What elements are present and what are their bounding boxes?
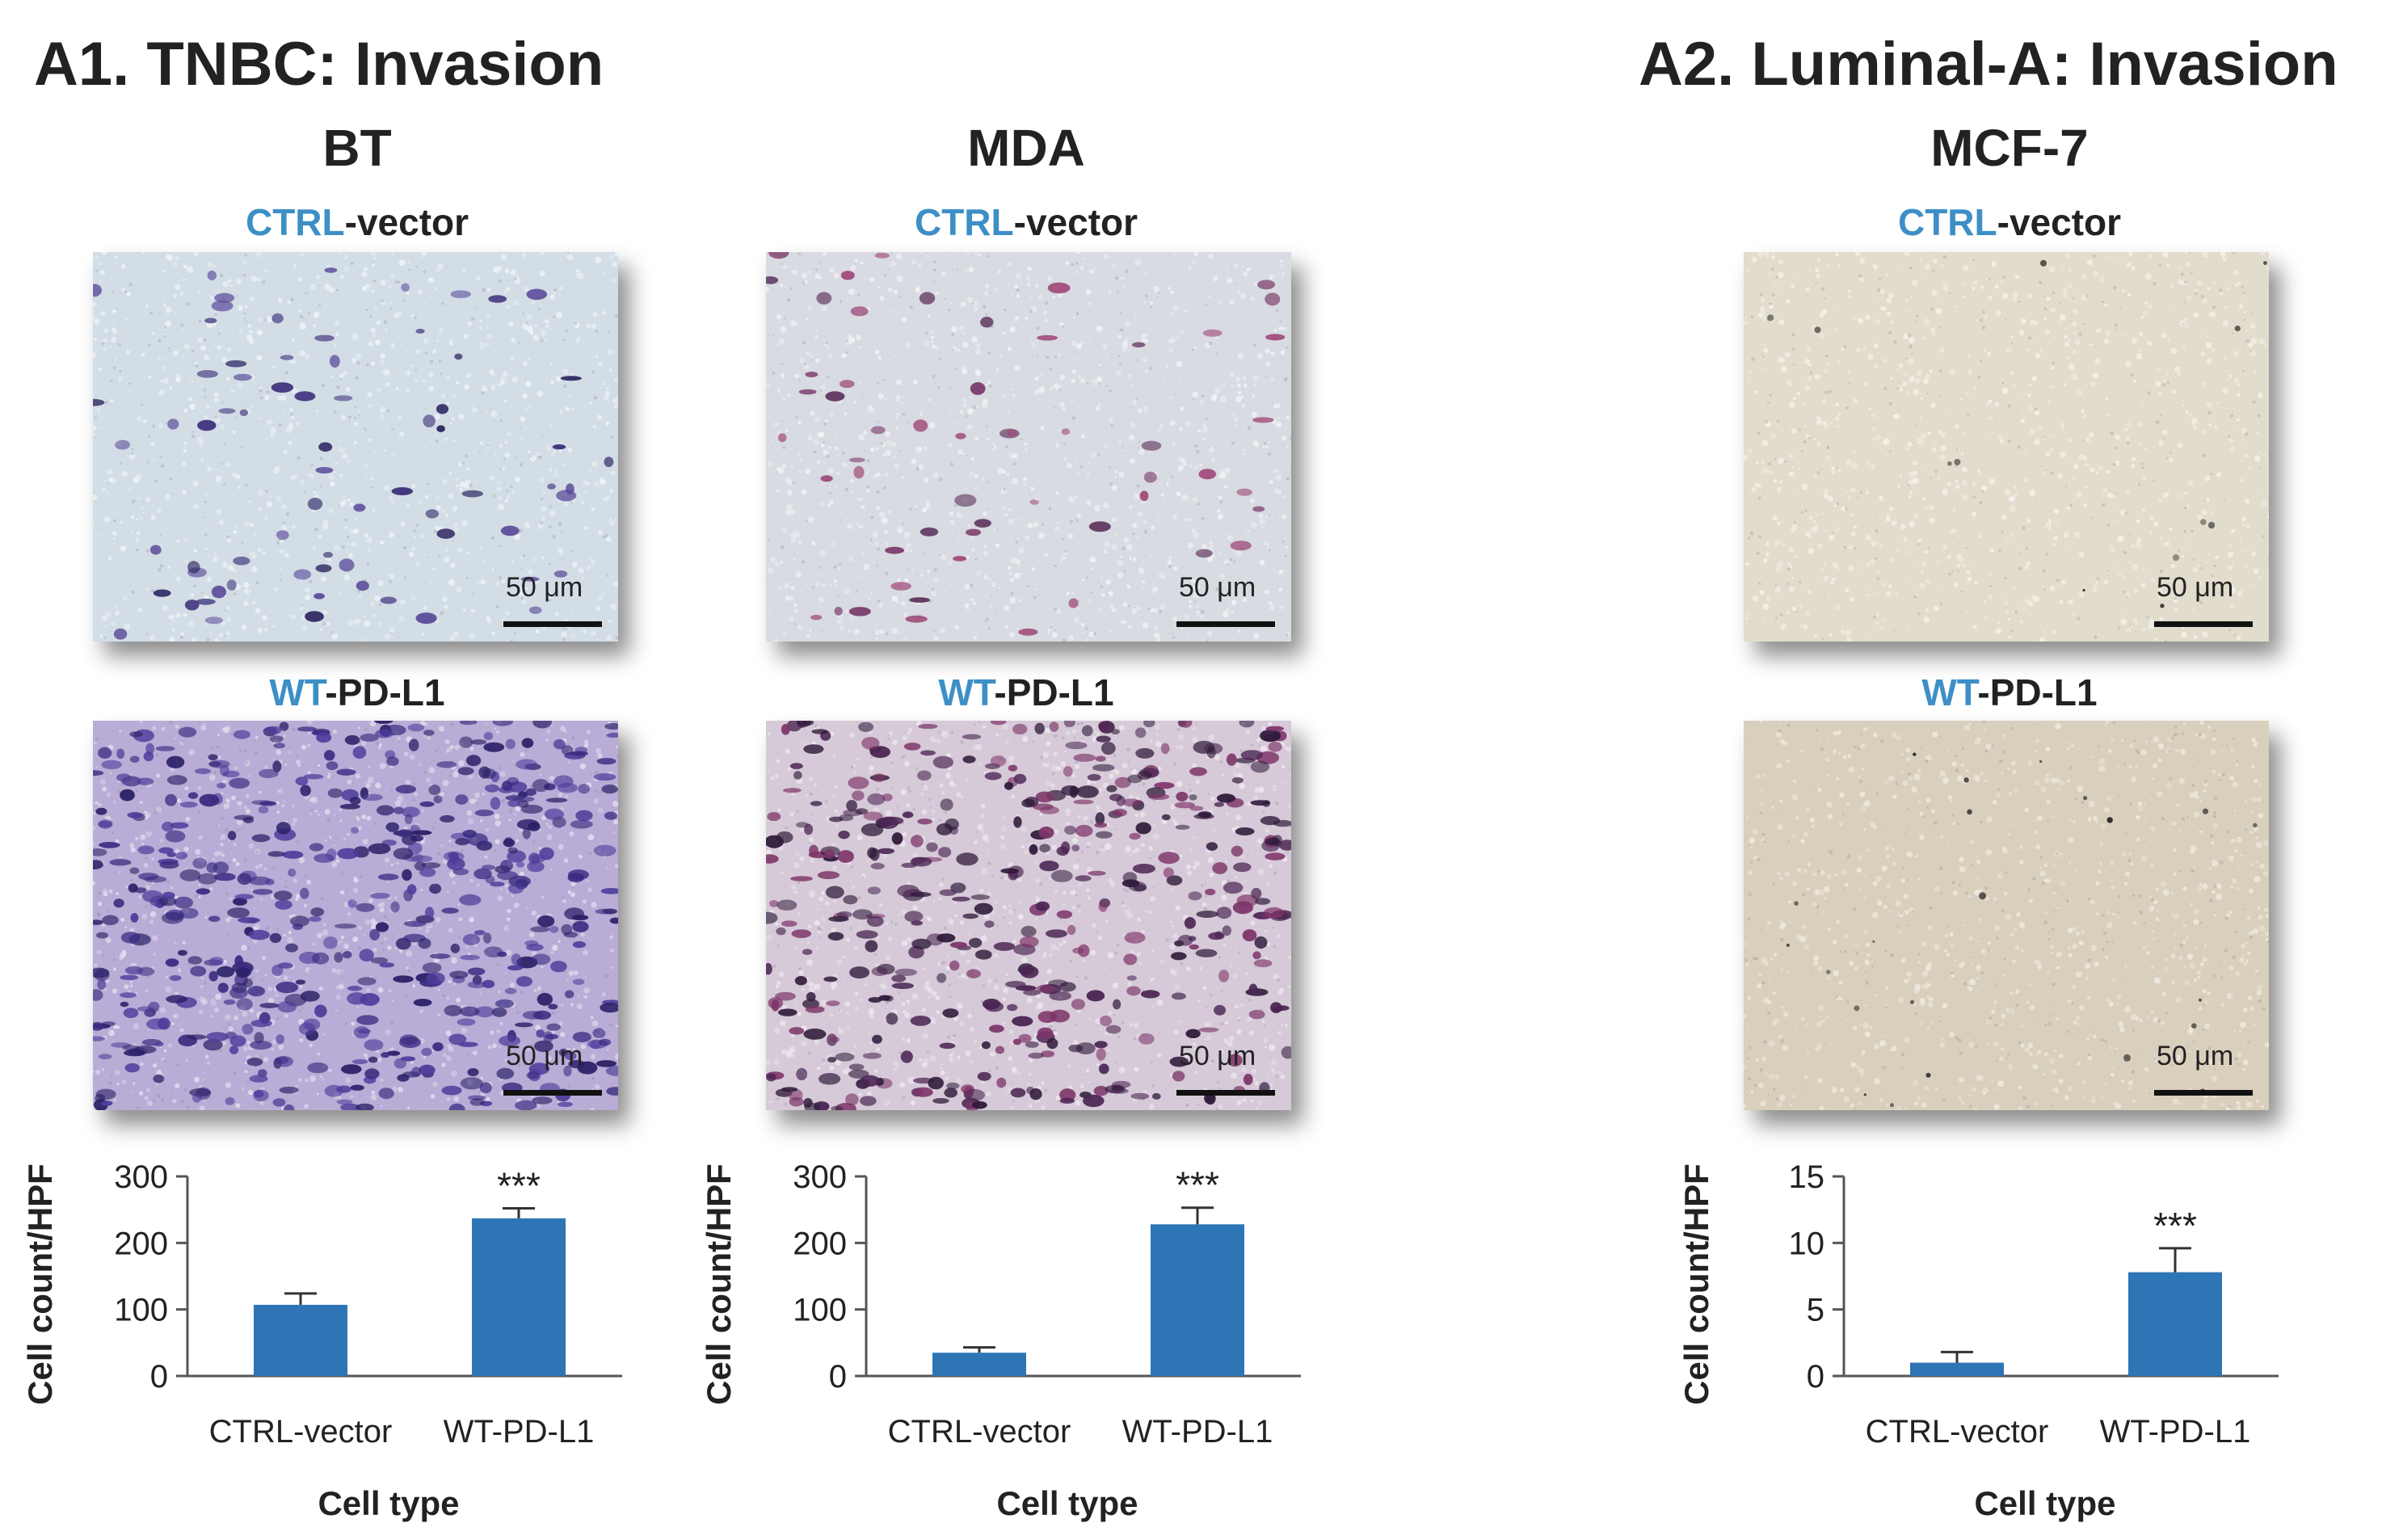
condition-label-mcf7-ctrl: CTRL-vector — [1727, 200, 2292, 244]
condition-rest: -PD-L1 — [1977, 671, 2098, 713]
condition-highlight: CTRL — [914, 201, 1014, 243]
condition-rest: -PD-L1 — [994, 671, 1114, 713]
category-label: WT-PD-L1 — [444, 1414, 595, 1450]
y-tick-label: 200 — [793, 1226, 847, 1261]
error-bar — [1181, 1206, 1214, 1225]
category-label: WT-PD-L1 — [2100, 1414, 2251, 1450]
y-tick-label: 0 — [1807, 1359, 1824, 1395]
bar-chart-bt: 0 100 200 300 CTRL-vector *** WT-PD-L1 Cell typ… — [21, 1159, 622, 1522]
scale-bar-label: 50 μm — [506, 1041, 583, 1071]
y-tick-label: 100 — [793, 1293, 847, 1328]
condition-highlight: CTRL — [245, 201, 345, 243]
y-tick-label: 100 — [114, 1293, 168, 1328]
error-bar — [2159, 1247, 2191, 1273]
y-tick-label: 300 — [793, 1159, 847, 1195]
y-tick-label: 0 — [150, 1359, 168, 1395]
scale-bar — [2154, 1090, 2253, 1096]
x-axis-label: Cell type — [1974, 1484, 2115, 1522]
significance-label: *** — [497, 1165, 541, 1207]
micrograph-mcf7-ctrl: 50 μm — [1744, 252, 2269, 642]
bar-chart-mda: 0 100 200 300 CTRL-vector *** WT-PD-L1 Cell typ… — [700, 1159, 1301, 1522]
error-bar — [284, 1292, 317, 1305]
bar — [2128, 1272, 2222, 1376]
category-label: WT-PD-L1 — [1122, 1414, 1273, 1450]
condition-rest: -vector — [1013, 201, 1138, 243]
bar — [472, 1218, 566, 1376]
y-tick-label: 15 — [1789, 1159, 1825, 1195]
micrograph-mda-wt: 50 μm — [766, 721, 1291, 1110]
scale-bar-label: 50 μm — [2157, 572, 2234, 603]
significance-label: *** — [1176, 1164, 1219, 1206]
condition-highlight: CTRL — [1897, 201, 1997, 243]
condition-rest: -vector — [1997, 201, 2122, 243]
scale-bar-label: 50 μm — [1179, 1041, 1256, 1071]
error-bar — [963, 1346, 995, 1353]
category-label: CTRL-vector — [209, 1414, 393, 1450]
cell-line-title-mcf7: MCF-7 — [1930, 119, 2089, 177]
scale-bar-label: 50 μm — [506, 572, 583, 603]
condition-highlight: WT — [269, 671, 326, 713]
y-tick-label: 5 — [1807, 1293, 1824, 1328]
significance-label: *** — [2153, 1205, 2197, 1247]
y-axis-label: Cell count/HPF — [21, 1163, 59, 1405]
scale-bar — [1176, 621, 1275, 627]
condition-label-bt-ctrl: CTRL-vector — [74, 200, 640, 244]
micrograph-mcf7-wt: 50 μm — [1744, 721, 2269, 1110]
cell-line-title-mda: MDA — [967, 119, 1085, 177]
micrograph-bt-ctrl: 50 μm — [93, 252, 618, 642]
scale-bar — [2154, 621, 2253, 627]
y-axis-label: Cell count/HPF — [700, 1163, 738, 1405]
bar — [1151, 1224, 1244, 1376]
bar — [254, 1304, 347, 1376]
error-bar — [503, 1207, 535, 1218]
condition-label-bt-wt: WT-PD-L1 — [74, 671, 640, 714]
condition-rest: -PD-L1 — [325, 671, 445, 713]
scale-bar — [1176, 1090, 1275, 1096]
condition-highlight: WT — [1921, 671, 1978, 713]
panel-title-a1: A1. TNBC: Invasion — [34, 30, 604, 99]
category-label: CTRL-vector — [1866, 1414, 2049, 1450]
scale-bar — [503, 621, 602, 627]
condition-highlight: WT — [938, 671, 995, 713]
bar — [1910, 1362, 2004, 1376]
micrograph-mda-ctrl: 50 μm — [766, 252, 1291, 642]
condition-label-mda-wt: WT-PD-L1 — [743, 671, 1309, 714]
micrograph-bt-wt: 50 μm — [93, 721, 618, 1110]
y-tick-label: 0 — [829, 1359, 847, 1395]
error-bar — [1941, 1350, 1973, 1363]
scale-bar — [503, 1090, 602, 1096]
condition-label-mcf7-wt: WT-PD-L1 — [1727, 671, 2292, 714]
y-tick-label: 10 — [1789, 1226, 1825, 1261]
y-tick-label: 300 — [114, 1159, 168, 1195]
scale-bar-label: 50 μm — [1179, 572, 1256, 603]
y-tick-label: 200 — [114, 1226, 168, 1261]
panel-title-a2: A2. Luminal-A: Invasion — [1639, 30, 2338, 99]
category-label: CTRL-vector — [888, 1414, 1071, 1450]
x-axis-label: Cell type — [318, 1484, 459, 1522]
cell-line-title-bt: BT — [322, 119, 392, 177]
bar-chart-mcf7: 0 5 10 15 CTRL-vector *** WT-PD-L1 Cell type Cel… — [1677, 1159, 2279, 1522]
bar — [932, 1353, 1026, 1376]
y-axis-label: Cell count/HPF — [1677, 1163, 1715, 1405]
condition-label-mda-ctrl: CTRL-vector — [743, 200, 1309, 244]
scale-bar-label: 50 μm — [2157, 1041, 2234, 1071]
x-axis-label: Cell type — [996, 1484, 1138, 1522]
condition-rest: -vector — [344, 201, 469, 243]
